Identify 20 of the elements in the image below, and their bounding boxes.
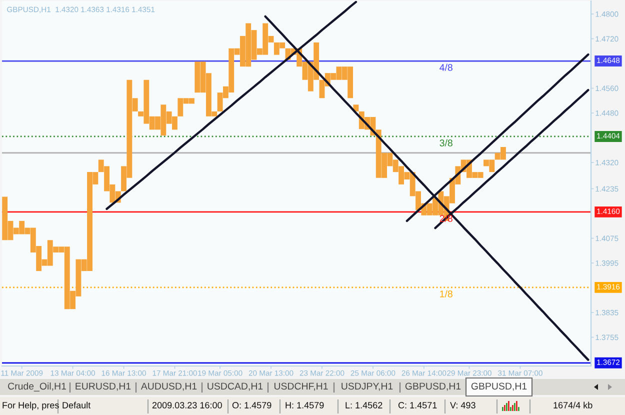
text: USDCAD,H1 [208,382,263,391]
text: GBPUSD,H1 [405,382,461,391]
text: For Help, pres [2,402,59,410]
text: 2009.03.23 16:00 [152,402,222,408]
text: USDJPY,H1 [342,382,393,391]
text: 1674/4 kb [554,402,592,408]
text: Crude_Oil,H1 [8,382,66,392]
text: EURUSD,H1 [76,382,131,391]
annotation: 4/8 [440,64,452,71]
text: H: 1.4579 [286,402,324,408]
text: AUDUSD,H1 [140,382,197,391]
text: Default [62,402,91,408]
annotation: 1/8 [440,290,452,298]
annotation: 3/8 [440,139,452,146]
text: V: 493 [450,402,476,408]
text: C: 1.4571 [398,402,437,408]
text: USDCHF,H1 [274,382,328,391]
text: O: 1.4579 [232,402,272,408]
text: L: 1.4562 [346,402,382,408]
text: GBPUSD,H1 [471,382,527,391]
